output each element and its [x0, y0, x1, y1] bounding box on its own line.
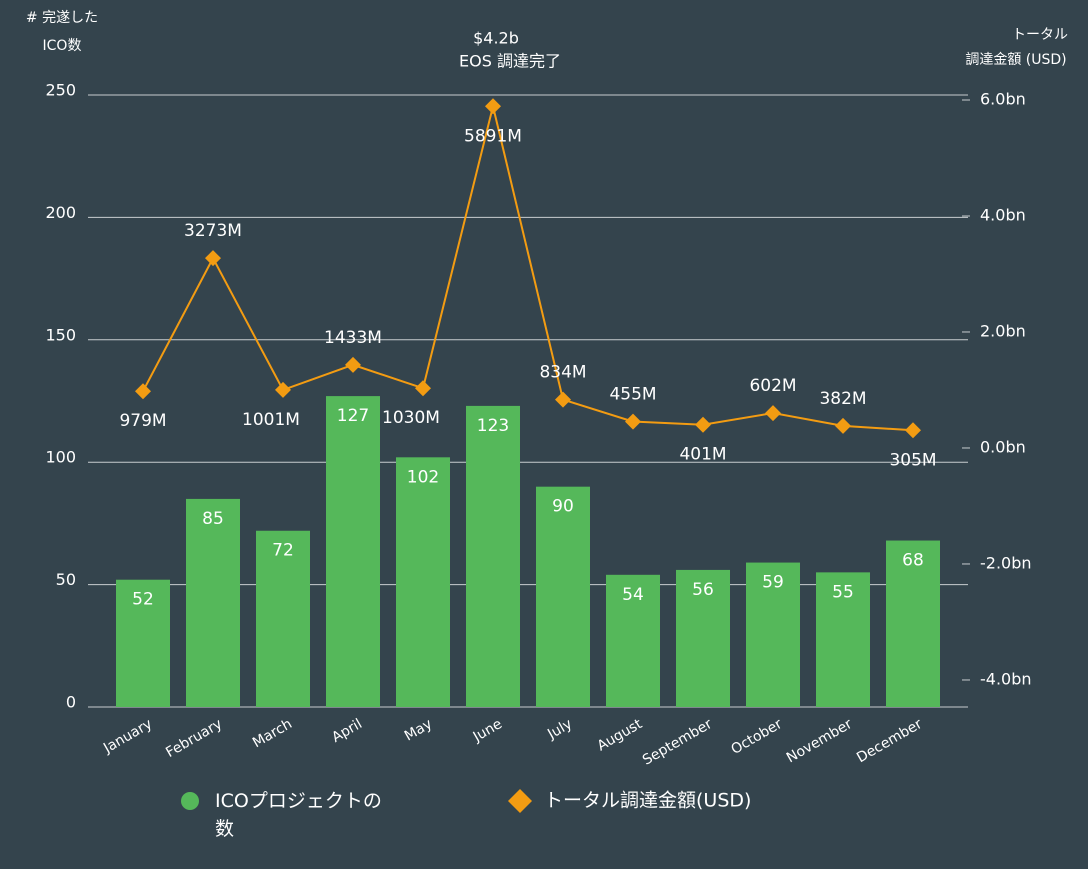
line-value-label: 1030M — [382, 408, 440, 428]
line-marker — [485, 98, 501, 115]
line-marker — [275, 381, 291, 398]
bar — [466, 405, 520, 707]
line-value-label: 834M — [539, 363, 586, 383]
bar — [746, 562, 800, 707]
bar — [326, 396, 380, 707]
bar-value-label: 90 — [552, 497, 574, 517]
bar-value-label: 52 — [132, 590, 154, 610]
y2-tick-label: -4.0bn — [980, 669, 1032, 688]
bar-value-label: 102 — [407, 467, 439, 487]
legend-label: ICOプロジェクトの数 — [215, 790, 382, 840]
x-tick-label: June — [470, 716, 505, 746]
bar — [606, 574, 660, 707]
bar — [186, 498, 240, 707]
bar-value-label: 54 — [622, 585, 644, 605]
line-value-label: 3273M — [184, 221, 242, 241]
bar — [396, 457, 450, 707]
y2-axis-title: 調達金額 (USD) — [965, 52, 1066, 68]
x-tick-label: January — [100, 716, 155, 757]
y2-axis: -4.0bn -2.0bn 0.0bn 2.0bn 4.0bn 6.0bn — [962, 89, 1032, 688]
line — [142, 106, 914, 432]
line-value-label: 305M — [889, 450, 936, 470]
y-axis-title: # 完遂した — [26, 10, 98, 26]
line-marker — [695, 416, 711, 433]
legend-label: トータル調達金額(USD) — [544, 790, 751, 812]
y-tick-label: 100 — [45, 448, 76, 467]
line-value-label: 382M — [819, 389, 866, 409]
line-marker — [345, 356, 361, 373]
y2-tick-label: 4.0bn — [980, 205, 1026, 224]
bar-value-label: 127 — [337, 406, 369, 426]
x-tick-label: April — [329, 716, 365, 746]
bar — [676, 569, 730, 707]
y-axis-title: ICO数 — [43, 38, 82, 54]
x-tick-label: October — [728, 716, 785, 758]
line-marker — [835, 417, 851, 434]
y2-tick-label: 0.0bn — [980, 437, 1026, 456]
line-value-label: 455M — [609, 385, 656, 405]
line-marker — [625, 413, 641, 430]
line-marker — [205, 250, 221, 267]
line-marker — [905, 422, 921, 439]
bar-value-label: 85 — [202, 509, 224, 529]
line-value-label: 5891M — [464, 126, 522, 146]
bar-value-label: 59 — [762, 573, 784, 593]
bar — [116, 579, 170, 707]
y-tick-label: 250 — [45, 81, 76, 100]
line-marker — [135, 383, 151, 400]
line-value-label: 1433M — [324, 328, 382, 348]
bar — [816, 572, 870, 707]
legend-marker — [181, 792, 199, 810]
line-marker — [415, 380, 431, 397]
bar — [536, 486, 590, 707]
line-value-label: 979M — [119, 411, 166, 431]
y2-tick-label: 6.0bn — [980, 89, 1026, 108]
bar-value-label: 55 — [832, 582, 854, 602]
y-tick-label: 50 — [56, 570, 76, 589]
bar-value-label: 123 — [477, 416, 509, 436]
bar-value-label: 72 — [272, 541, 294, 561]
annotation: EOS 調達完了 — [459, 52, 561, 71]
line-value-label: 602M — [749, 376, 796, 396]
annotation: $4.2b — [473, 29, 519, 48]
y2-axis-title: トータル — [1012, 27, 1068, 43]
legend-marker — [508, 789, 532, 813]
x-tick-label: November — [784, 716, 855, 766]
x-tick-label: December — [854, 716, 925, 766]
x-tick-label: September — [640, 716, 715, 769]
y-tick-label: 150 — [45, 325, 76, 344]
bar-value-label: 68 — [902, 551, 924, 571]
line-value-label: 401M — [679, 445, 726, 465]
x-tick-label: August — [595, 716, 646, 755]
x-tick-label: February — [163, 716, 225, 761]
y2-tick-label: 2.0bn — [980, 321, 1026, 340]
line-value-label: 1001M — [242, 410, 300, 430]
x-tick-label: March — [250, 716, 295, 751]
y-tick-label: 0 — [66, 693, 76, 712]
x-tick-label: July — [544, 716, 575, 743]
bar — [886, 540, 940, 707]
x-tick-label: May — [402, 716, 435, 744]
bar — [256, 530, 310, 707]
y2-tick-label: -2.0bn — [980, 553, 1032, 572]
line-marker — [555, 391, 571, 408]
bar-value-label: 56 — [692, 580, 714, 600]
line-marker — [765, 405, 781, 422]
y-tick-label: 200 — [45, 203, 76, 222]
